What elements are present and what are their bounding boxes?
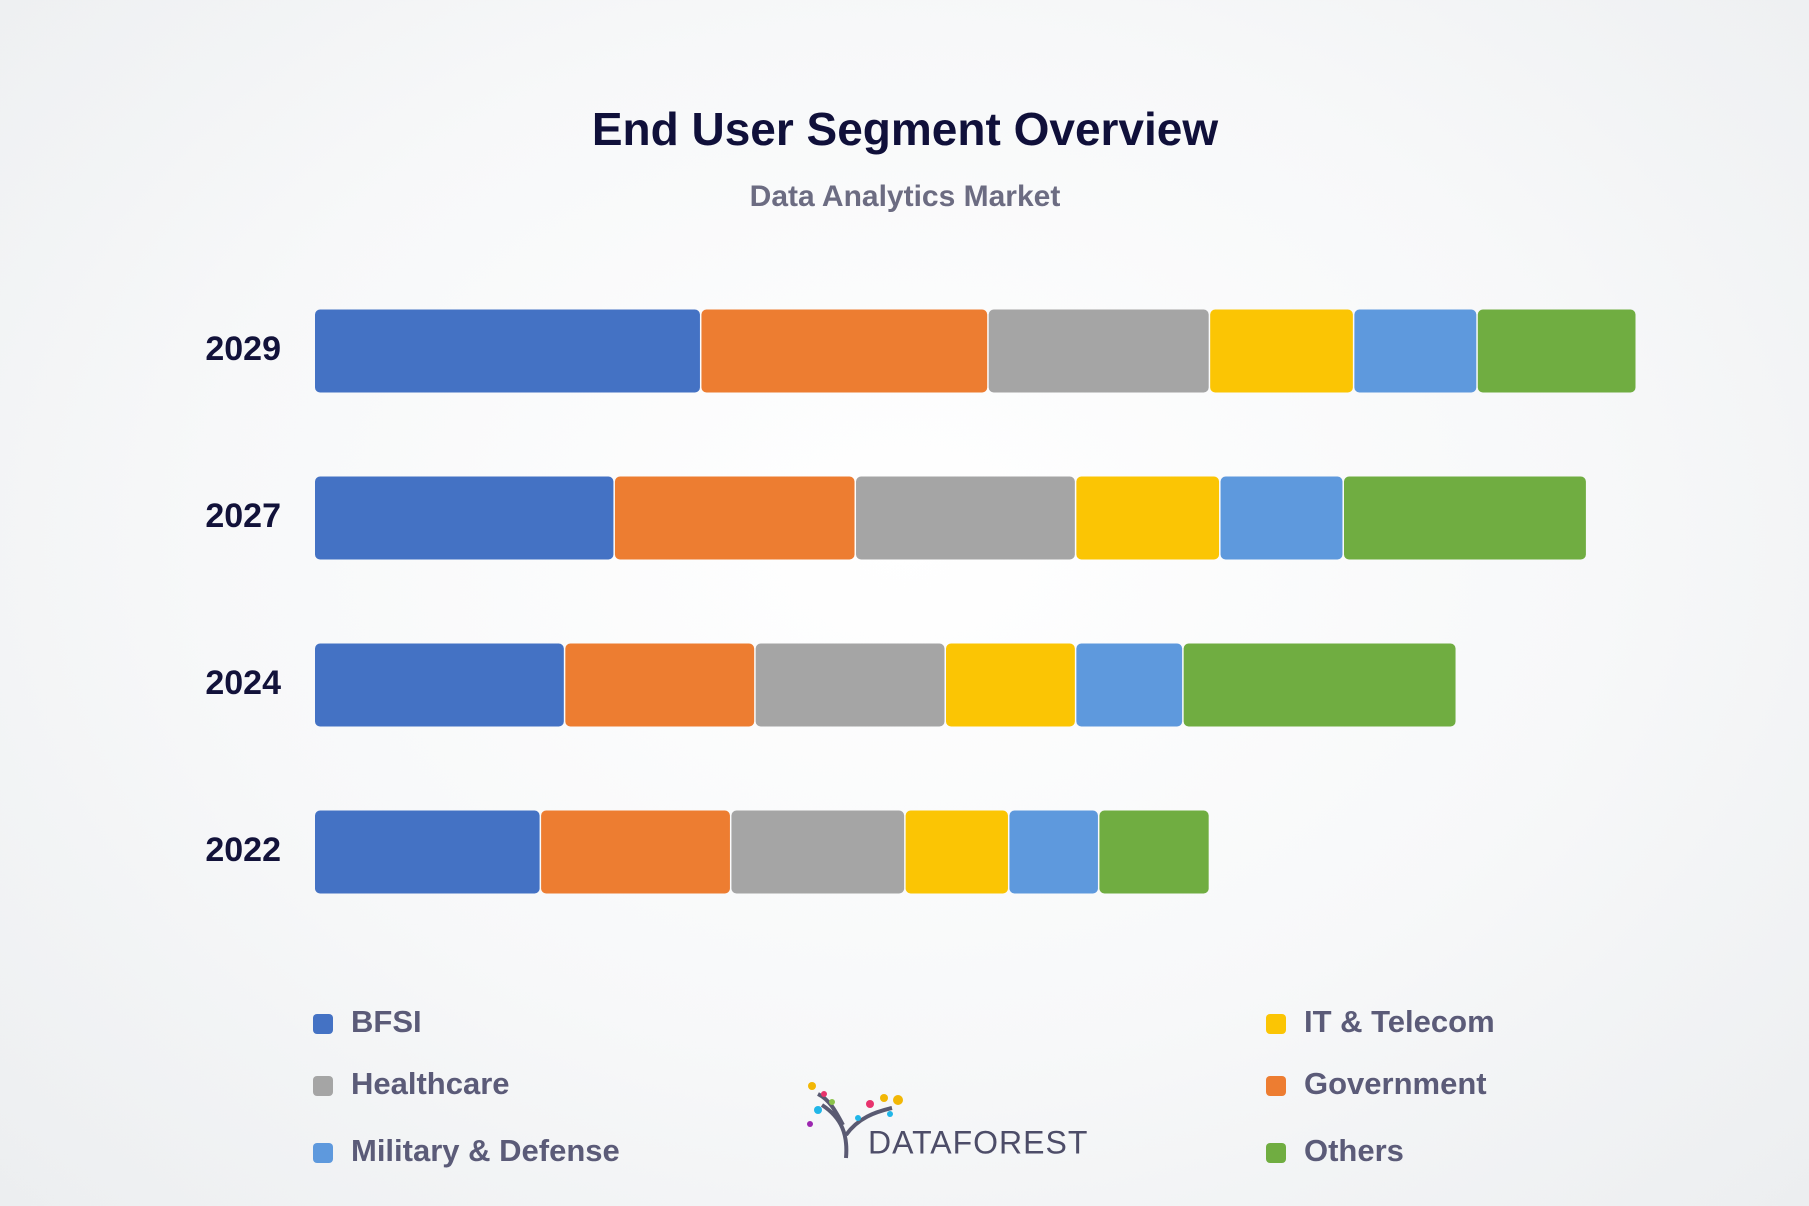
bar-segment xyxy=(731,810,905,894)
legend-label: Government xyxy=(1304,1066,1487,1101)
y-tick-label: 2022 xyxy=(205,831,281,869)
bar-segment xyxy=(541,810,730,894)
legend-marker xyxy=(1266,1076,1286,1096)
bar-segment xyxy=(315,476,614,560)
y-tick-label: 2029 xyxy=(205,330,281,368)
legend-label: BFSI xyxy=(351,1004,422,1039)
legend-label: Military & Defense xyxy=(351,1133,620,1168)
bar-segment xyxy=(1183,643,1456,727)
legend-marker xyxy=(313,1076,333,1096)
legend-label: IT & Telecom xyxy=(1304,1004,1495,1039)
y-tick-label: 2027 xyxy=(205,497,281,535)
bar-segment xyxy=(1099,810,1209,894)
bar-segment xyxy=(701,309,988,393)
chart-subtitle: Data Analytics Market xyxy=(750,180,1061,213)
logo-tree xyxy=(817,1092,893,1159)
bar-segment xyxy=(315,643,564,727)
bar-segment xyxy=(1343,476,1586,560)
legend-marker xyxy=(313,1014,333,1034)
bar-segment xyxy=(946,643,1075,727)
bar-segment xyxy=(1477,309,1636,393)
bar-segment xyxy=(614,476,855,560)
legend-marker xyxy=(1266,1014,1286,1034)
bar-segment xyxy=(1076,476,1220,560)
bar-segment xyxy=(988,309,1209,393)
y-tick-label: 2024 xyxy=(205,664,281,702)
bar-segment xyxy=(905,810,1008,894)
bar-segment xyxy=(856,476,1075,560)
bar-segment xyxy=(1009,810,1098,894)
legend-marker xyxy=(313,1143,333,1163)
legend-marker xyxy=(1266,1143,1286,1163)
legend-label: Others xyxy=(1304,1133,1404,1168)
bar-segment xyxy=(1210,309,1353,393)
bar-segment xyxy=(315,309,700,393)
bar-segment xyxy=(1076,643,1183,727)
bar-segment xyxy=(315,810,540,894)
chart-title: End User Segment Overview xyxy=(592,103,1219,155)
logo-dots xyxy=(807,1082,903,1127)
legend-label: Healthcare xyxy=(351,1066,510,1101)
logo-text: DATAFOREST xyxy=(868,1124,1088,1160)
bar-segment xyxy=(1220,476,1343,560)
bar-segment xyxy=(1354,309,1477,393)
bar-segment xyxy=(565,643,755,727)
logo: DATAFOREST xyxy=(807,1082,1088,1160)
bar-segment xyxy=(755,643,945,727)
